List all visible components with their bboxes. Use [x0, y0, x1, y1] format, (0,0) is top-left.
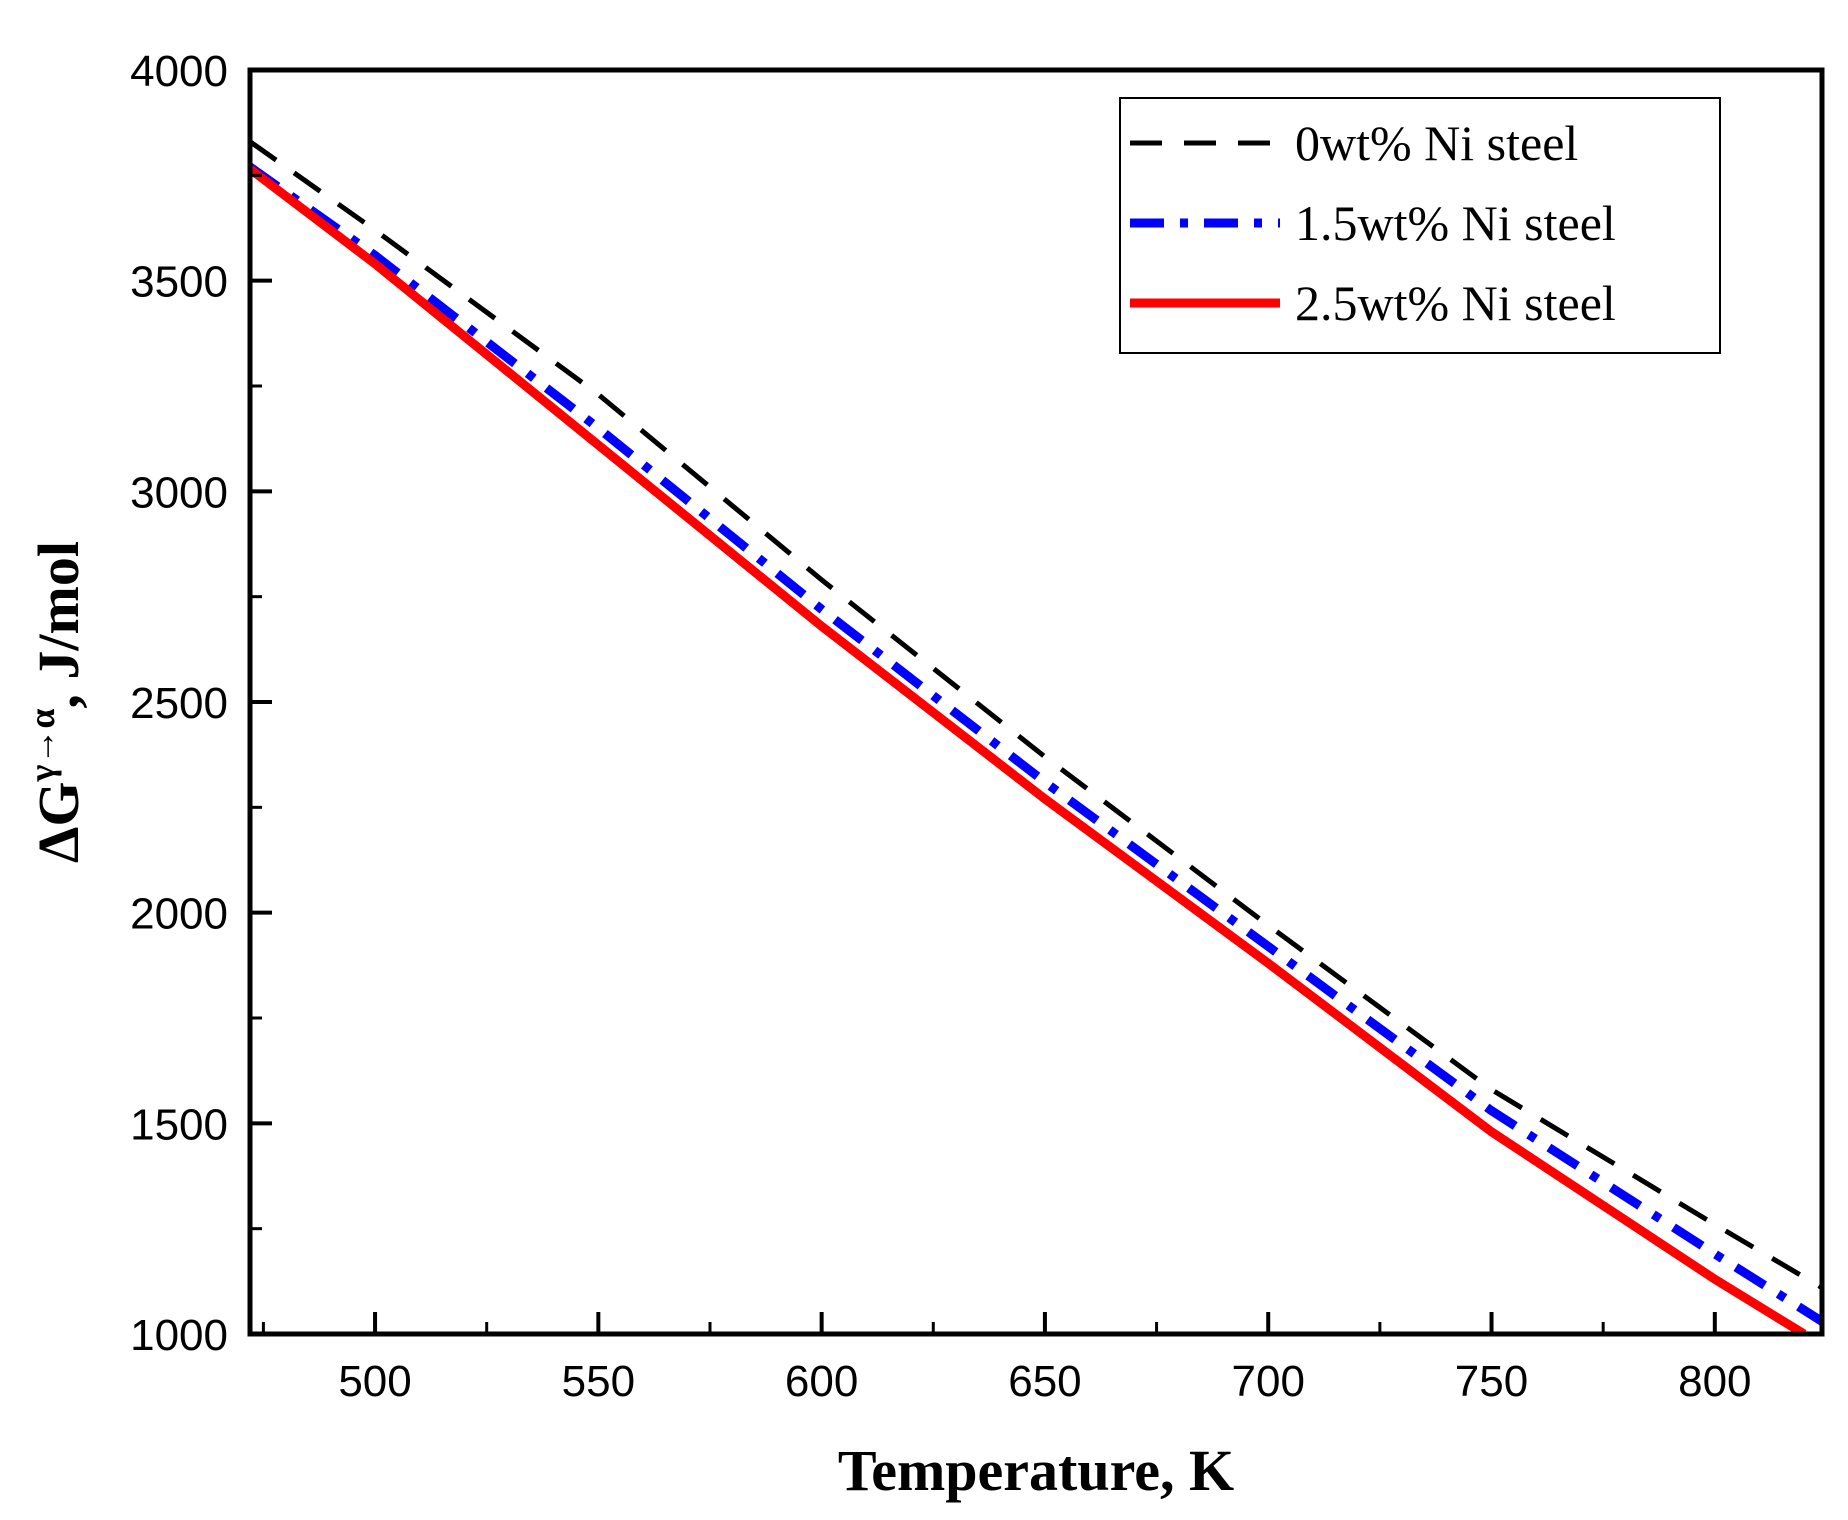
legend-label-1: 0wt% Ni steel: [1295, 115, 1578, 171]
y-tick-label: 2000: [130, 890, 228, 939]
y-axis-title-suffix: , J/mol: [26, 541, 91, 709]
y-tick-label: 1000: [130, 1311, 228, 1360]
x-tick-label: 500: [338, 1357, 411, 1406]
series-line-3: [250, 165, 1807, 1334]
y-axis-title: ΔGγ→α, J/mol: [22, 541, 91, 863]
x-tick-label: 800: [1678, 1357, 1751, 1406]
ticks-layer: 500 550 600 650 700 750 800 1000 1500 2000 2500 300…: [130, 47, 1751, 1406]
y-tick-label: 2500: [130, 679, 228, 728]
x-tick-label: 600: [785, 1357, 858, 1406]
y-axis-title-superscript: γ→α: [22, 709, 62, 783]
y-axis-title-prefix: ΔG: [26, 782, 91, 863]
series-line-2: [250, 163, 1822, 1326]
y-tick-label: 3000: [130, 468, 228, 517]
x-tick-label: 700: [1232, 1357, 1305, 1406]
legend: 0wt% Ni steel 1.5wt% Ni steel 2.5wt% Ni st…: [1119, 97, 1721, 354]
legend-label-2: 1.5wt% Ni steel: [1295, 195, 1616, 251]
series-line-1: [250, 139, 1822, 1290]
y-tick-label: 1500: [130, 1100, 228, 1149]
x-tick-label: 750: [1455, 1357, 1528, 1406]
y-tick-label: 4000: [130, 47, 228, 96]
series-layer: [250, 139, 1822, 1334]
x-axis-title: Temperature, K: [838, 1438, 1234, 1503]
x-tick-label: 650: [1008, 1357, 1081, 1406]
x-tick-label: 550: [562, 1357, 635, 1406]
legend-label-3: 2.5wt% Ni steel: [1295, 275, 1616, 331]
y-tick-label: 3500: [130, 258, 228, 307]
